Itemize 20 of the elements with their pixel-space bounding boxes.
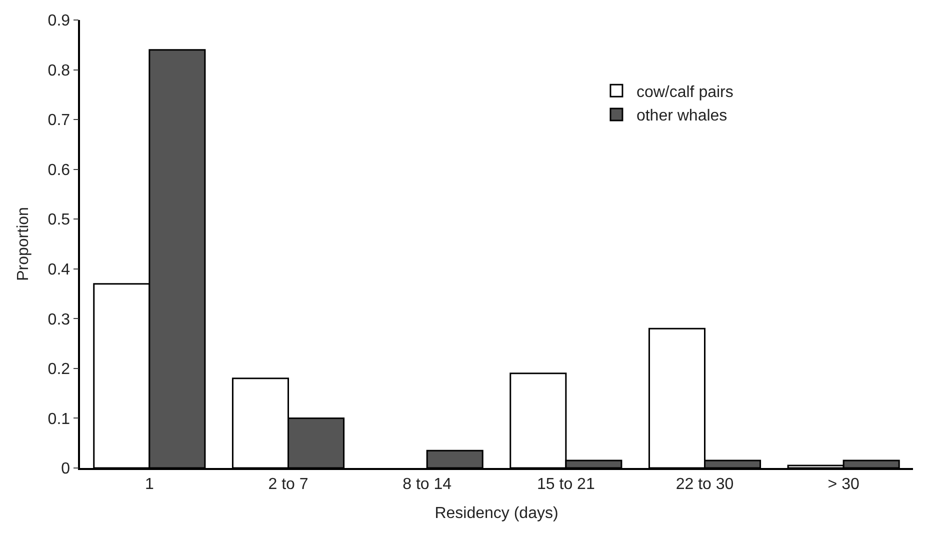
x-tick-label: 15 to 21 — [537, 476, 595, 493]
legend-label: cow/calf pairs — [636, 84, 734, 101]
y-tick-label: 0.4 — [48, 261, 70, 278]
y-tick-label: 0.6 — [48, 162, 70, 179]
x-tick-label: > 30 — [828, 476, 860, 493]
y-tick-label: 0 — [61, 460, 70, 478]
legend-label: other whales — [636, 108, 728, 125]
x-tick-label: 8 to 14 — [402, 476, 452, 493]
y-tick-label: 0.7 — [48, 112, 70, 130]
y-tick-label: 0.5 — [48, 212, 70, 229]
x-tick-label: 2 to 7 — [268, 476, 308, 493]
y-tick-label: 0.9 — [48, 12, 70, 30]
y-axis-title: Proportion — [15, 207, 32, 281]
x-tick-label: 1 — [144, 476, 154, 493]
y-tick-label: 0.3 — [48, 311, 70, 328]
x-axis-title: Residency (days) — [434, 505, 558, 522]
y-tick-label: 0.2 — [48, 361, 70, 378]
y-tick-label: 0.8 — [48, 62, 70, 80]
x-tick-label: 22 to 30 — [676, 476, 734, 493]
y-tick-label: 0.1 — [48, 410, 70, 428]
